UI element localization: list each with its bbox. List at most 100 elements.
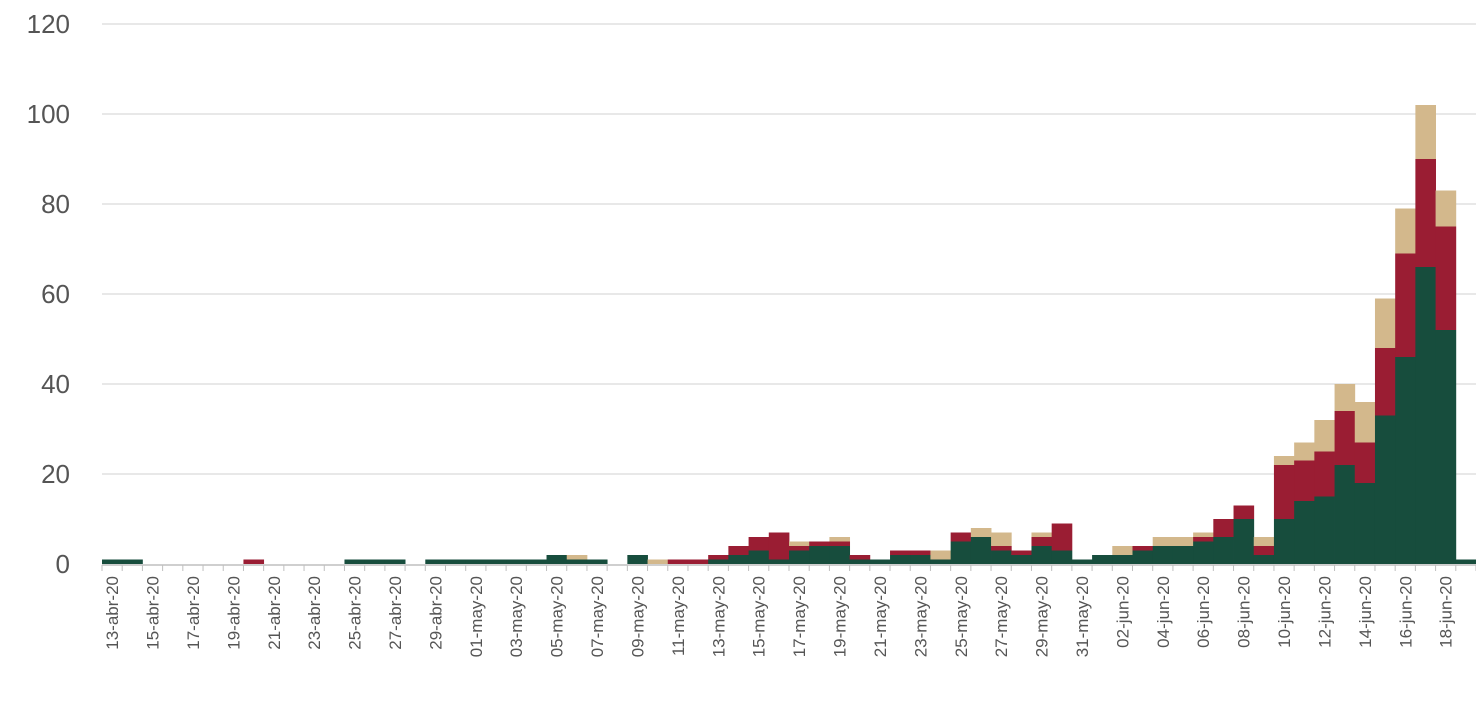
bar-segment bbox=[1314, 420, 1335, 452]
bar-segment bbox=[1354, 442, 1376, 483]
bar-segment bbox=[1395, 253, 1416, 357]
bar-segment bbox=[1253, 537, 1275, 546]
bar-segment bbox=[869, 559, 891, 564]
bar-segment bbox=[1395, 357, 1416, 564]
x-tick-label: 06-jun-20 bbox=[1194, 576, 1213, 648]
x-tick-label: 10-jun-20 bbox=[1275, 576, 1294, 648]
bar-segment bbox=[849, 555, 871, 560]
bar-segment bbox=[1253, 555, 1275, 564]
bar-segment bbox=[950, 541, 972, 564]
bar-segment bbox=[1435, 330, 1457, 564]
bar-segment bbox=[809, 541, 830, 546]
x-tick-label: 18-jun-20 bbox=[1437, 576, 1456, 648]
x-tick-label: 25-abr-20 bbox=[346, 576, 365, 650]
bar-segment bbox=[970, 537, 992, 564]
bar-segment bbox=[1071, 559, 1093, 564]
bar-segment bbox=[1314, 496, 1335, 564]
bar-segment bbox=[1233, 519, 1255, 564]
bar-segment bbox=[1011, 550, 1032, 555]
bar-segment bbox=[1132, 546, 1154, 551]
x-tick-label: 13-may-20 bbox=[709, 576, 728, 657]
bars bbox=[102, 105, 1476, 564]
bar-segment bbox=[991, 532, 1012, 546]
bar-segment bbox=[1395, 208, 1416, 254]
bar-segment bbox=[910, 555, 931, 564]
y-tick-label: 60 bbox=[41, 279, 70, 309]
x-tick-label: 16-jun-20 bbox=[1396, 576, 1415, 648]
x-tick-label: 31-may-20 bbox=[1073, 576, 1092, 657]
x-tick-label: 05-may-20 bbox=[548, 576, 567, 657]
bar-segment bbox=[1374, 348, 1396, 416]
x-tick-label: 27-abr-20 bbox=[386, 576, 405, 650]
grid-lines bbox=[102, 23, 1476, 475]
bar-segment bbox=[344, 559, 366, 564]
bar-segment bbox=[829, 546, 851, 564]
y-tick-label: 80 bbox=[41, 189, 70, 219]
x-tick-label: 19-may-20 bbox=[831, 576, 850, 657]
x-tick-label: 17-may-20 bbox=[790, 576, 809, 657]
x-tick-label: 02-jun-20 bbox=[1113, 576, 1132, 648]
bar-segment bbox=[1415, 267, 1436, 564]
bar-segment bbox=[708, 559, 729, 564]
x-tick-label: 25-may-20 bbox=[952, 576, 971, 657]
x-tick-label: 13-abr-20 bbox=[103, 576, 122, 650]
bar-segment bbox=[930, 559, 952, 564]
bar-segment bbox=[364, 559, 386, 564]
bar-segment bbox=[526, 559, 547, 564]
bar-segment bbox=[748, 537, 770, 551]
x-tick-label: 17-abr-20 bbox=[184, 576, 203, 650]
y-tick-label: 20 bbox=[41, 459, 70, 489]
bar-segment bbox=[1213, 537, 1234, 564]
bar-segment bbox=[586, 559, 608, 564]
x-tick-label: 11-may-20 bbox=[669, 576, 688, 656]
x-tick-label: 04-jun-20 bbox=[1154, 576, 1173, 648]
bar-segment bbox=[1051, 550, 1073, 564]
bar-segment bbox=[970, 528, 992, 537]
bar-segment bbox=[910, 550, 931, 555]
bar-segment bbox=[1334, 465, 1356, 564]
bar-segment bbox=[1415, 105, 1436, 159]
bar-segment bbox=[1213, 519, 1234, 537]
bar-segment bbox=[1273, 456, 1295, 465]
bar-segment bbox=[728, 546, 749, 555]
bar-segment bbox=[546, 555, 568, 564]
bar-segment bbox=[465, 559, 487, 564]
bar-segment bbox=[243, 559, 265, 564]
bar-segment bbox=[890, 555, 911, 564]
bar-segment bbox=[485, 559, 507, 564]
bar-segment bbox=[809, 546, 830, 564]
bar-segment bbox=[506, 559, 527, 564]
bar-segment bbox=[991, 546, 1012, 551]
bar-segment bbox=[768, 559, 790, 564]
bar-segment bbox=[1435, 190, 1457, 227]
bar-segment bbox=[1233, 505, 1255, 519]
x-tick-label: 21-may-20 bbox=[871, 576, 890, 657]
bar-segment bbox=[1435, 226, 1457, 330]
bar-segment bbox=[708, 555, 729, 560]
bar-segment bbox=[1132, 550, 1154, 564]
bar-segment bbox=[789, 541, 810, 546]
x-tick-label: 23-may-20 bbox=[911, 576, 930, 657]
x-tick-label: 15-abr-20 bbox=[144, 576, 163, 650]
bar-segment bbox=[1253, 546, 1275, 555]
bar-segment bbox=[1172, 537, 1194, 546]
bar-segment bbox=[1172, 546, 1194, 564]
y-tick-label: 100 bbox=[27, 99, 70, 129]
x-tick-label: 23-abr-20 bbox=[305, 576, 324, 650]
x-tick-label: 09-may-20 bbox=[628, 576, 647, 657]
bar-segment bbox=[1152, 537, 1174, 546]
bar-segment bbox=[1354, 402, 1376, 443]
bar-segment bbox=[789, 546, 810, 551]
bar-segment bbox=[768, 532, 790, 560]
bar-segment bbox=[1374, 298, 1396, 348]
bar-segment bbox=[789, 550, 810, 564]
bar-segment bbox=[1273, 465, 1295, 519]
bar-segment bbox=[1092, 555, 1113, 564]
bar-segment bbox=[1112, 546, 1133, 555]
x-tick-label: 29-abr-20 bbox=[426, 576, 445, 650]
bar-segment bbox=[950, 532, 972, 542]
bar-segment bbox=[102, 559, 123, 564]
x-tick-label: 15-may-20 bbox=[750, 576, 769, 657]
bar-segment bbox=[1334, 411, 1356, 465]
